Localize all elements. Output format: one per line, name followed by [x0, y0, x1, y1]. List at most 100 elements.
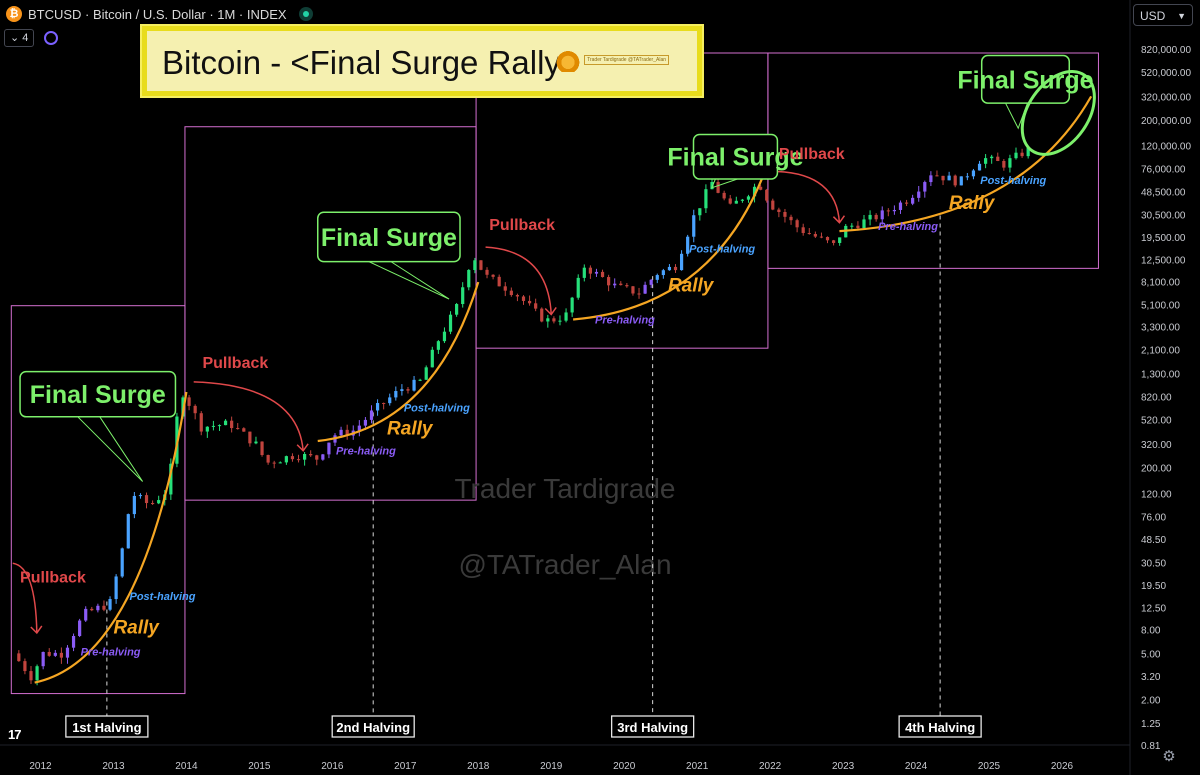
price-tick-label: 12.50 — [1141, 603, 1166, 614]
candle-body — [96, 605, 100, 611]
pullback-arrowhead — [296, 443, 309, 452]
candle-body — [783, 211, 787, 217]
candle-body — [661, 270, 665, 276]
price-tick-label: 120.00 — [1141, 489, 1172, 500]
candle-body — [619, 283, 623, 286]
candle-body — [1020, 152, 1024, 157]
price-tick-label: 76,000.00 — [1141, 165, 1186, 176]
candle-body — [114, 576, 118, 600]
time-tick-label: 2015 — [248, 761, 271, 772]
candle-body — [722, 192, 726, 199]
chart-header: ₿ BTCUSD · Bitcoin / U.S. Dollar · 1M · … — [0, 0, 1130, 50]
rally-curve — [573, 176, 764, 321]
candle-body — [935, 175, 939, 177]
candle-body — [497, 276, 501, 287]
candle-body — [643, 284, 647, 294]
pullback-arrowhead — [544, 307, 557, 316]
indicators-toggle[interactable]: ⌄ 4 — [4, 29, 35, 47]
candle-body — [217, 425, 222, 427]
candle-body — [394, 391, 398, 398]
candle-body — [959, 176, 963, 186]
candle-body — [825, 236, 830, 241]
candle-body — [473, 260, 477, 271]
candle-body — [1026, 147, 1030, 157]
candle-body — [953, 175, 957, 186]
price-tick-label: 200,000.00 — [1141, 116, 1191, 127]
time-tick-label: 2013 — [102, 761, 125, 772]
time-tick-label: 2021 — [686, 761, 709, 772]
candle-body — [345, 429, 349, 436]
candle-body — [442, 331, 447, 342]
halving-lines: 1st Halving 2nd Halving 3rd Halving 4th Hal… — [65, 215, 982, 738]
halving-label-box — [331, 715, 415, 738]
candle-body — [41, 651, 45, 667]
pullback-arrow — [777, 170, 841, 223]
candle-body — [327, 442, 331, 455]
chevron-down-icon: ▼ — [1177, 11, 1186, 21]
price-tick-label: 5.00 — [1141, 649, 1161, 660]
rally-label: Rally — [387, 419, 434, 440]
candle-body — [382, 403, 386, 405]
watermark: Trader Tardigrade @TATrader_Alan — [454, 473, 675, 580]
candle-body — [503, 286, 507, 291]
currency-select[interactable]: USD ▼ — [1133, 4, 1193, 26]
candle-body — [144, 495, 149, 504]
cycle-box — [475, 52, 769, 349]
candle-body — [904, 202, 909, 204]
candle-body — [576, 277, 580, 298]
candle-body — [375, 403, 380, 411]
price-tick-label: 5,100.00 — [1141, 301, 1180, 312]
candle-body — [412, 379, 416, 391]
candle-body — [570, 297, 574, 313]
candle-body — [187, 397, 191, 406]
candle-body — [874, 214, 878, 220]
candle-body — [552, 318, 556, 322]
price-tick-label: 320,000.00 — [1141, 92, 1191, 103]
pullback-label: Pullback — [489, 217, 555, 234]
candle-body — [740, 199, 744, 201]
candle-body — [157, 500, 161, 504]
candle-body — [321, 454, 325, 460]
candle-body — [515, 295, 520, 297]
tradingview-logo-icon[interactable]: 17 — [8, 727, 22, 742]
candle-body — [406, 389, 410, 391]
rally-label: Rally — [113, 618, 160, 639]
candle-body — [917, 191, 921, 198]
candle-body — [923, 182, 927, 192]
target-ellipse — [1020, 70, 1096, 156]
candle-body — [230, 420, 234, 429]
candle-body — [266, 455, 270, 463]
pre-halving-label: Pre-halving — [595, 315, 655, 327]
price-tick-label: 520,000.00 — [1141, 68, 1191, 79]
candle-body — [892, 209, 896, 212]
time-tick-label: 2017 — [394, 761, 417, 772]
price-tick-label: 3,300.00 — [1141, 323, 1180, 334]
candle-body — [704, 189, 708, 209]
candle-body — [564, 312, 568, 321]
candle-body — [607, 277, 611, 286]
candle-body — [558, 320, 562, 322]
final-surge-pointer — [710, 178, 738, 189]
gear-icon[interactable]: ⚙ — [1162, 748, 1176, 765]
link-icon[interactable] — [44, 31, 59, 45]
market-status-icon — [298, 7, 313, 21]
candle-body — [886, 210, 890, 212]
candle-body — [23, 661, 27, 672]
time-axis: 2012 2013 2014 2015 2016 2017 2018 2019 2020 2021… — [29, 761, 1073, 772]
candle-body — [1002, 160, 1006, 168]
candle-body — [59, 652, 63, 658]
candle-body — [649, 279, 653, 285]
price-tick-label: 30,500.00 — [1141, 211, 1186, 222]
candle-body — [205, 426, 209, 432]
price-tick-label: 12,500.00 — [1141, 256, 1186, 267]
candle-body — [138, 495, 143, 497]
post-halving-label: Post-halving — [129, 591, 195, 603]
candle-body — [455, 304, 459, 315]
candle-body — [272, 462, 276, 464]
symbol-info[interactable]: ₿ BTCUSD · Bitcoin / U.S. Dollar · 1M · … — [6, 6, 313, 22]
candle-body — [521, 296, 526, 301]
candle-body — [236, 428, 240, 430]
price-tick-label: 19,500.00 — [1141, 233, 1186, 244]
